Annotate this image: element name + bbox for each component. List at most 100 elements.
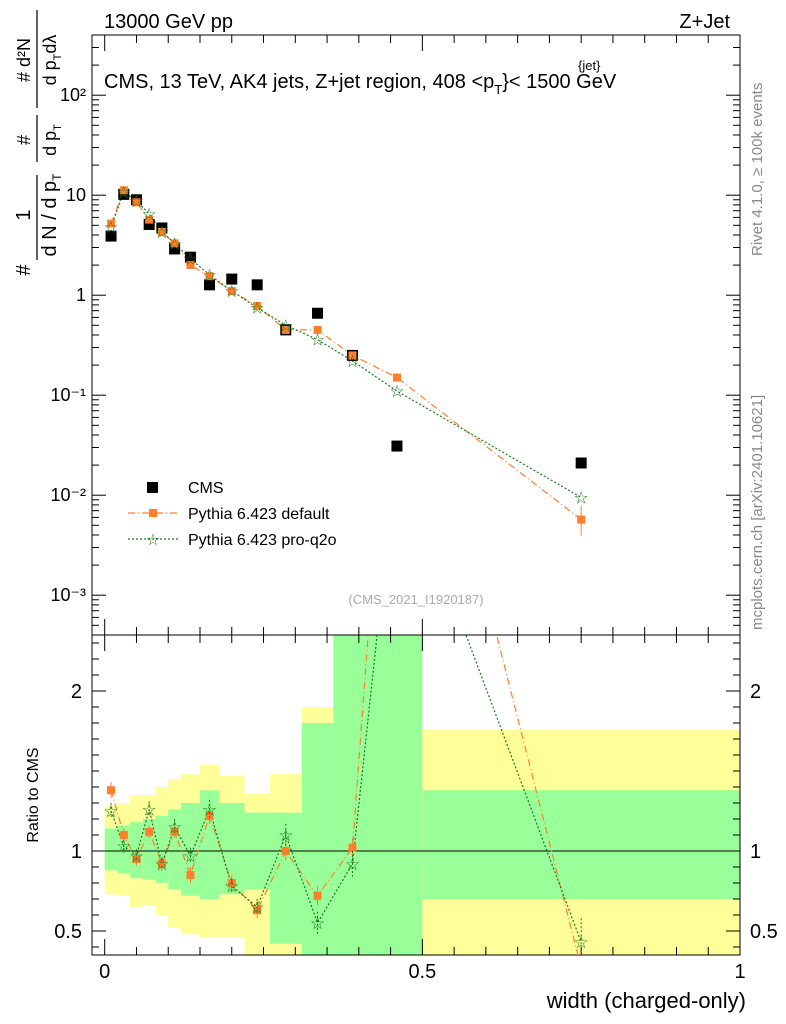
ylabel-mid-den: d pT <box>40 124 64 156</box>
side-rivet-label: Rivet 4.1.0, ≥ 100k events <box>749 83 766 256</box>
ratio-proq2o-point: ☆ <box>345 855 360 874</box>
proq2o-point: ☆ <box>389 382 404 401</box>
main-axis-ticks: 10⁻³ 10⁻² 10⁻¹ 1 10 10² <box>50 34 741 636</box>
ratio-axis-ticks: 0 0.5 10.5 0.51 12 2 <box>54 635 778 983</box>
ylabel-top-den-b: dλ <box>40 35 60 54</box>
proq2o-point: ☆ <box>278 316 293 335</box>
ratio-uncertainty-bands <box>104 635 740 955</box>
main-ytick-label: 1 <box>76 285 86 305</box>
analysis-id: (CMS_2021_I1920187) <box>348 592 483 607</box>
ratio-proq2o-point: ☆ <box>154 855 169 874</box>
default-point <box>253 301 262 310</box>
header-left-label: 13000 GeV pp <box>104 11 233 33</box>
ylabel-hash: # <box>13 264 35 276</box>
proq2o-point: ☆ <box>345 352 360 371</box>
proq2o-point: ☆ <box>167 234 182 253</box>
default-point <box>157 227 166 236</box>
cms-point <box>143 218 155 230</box>
cms-point <box>105 230 117 242</box>
legend-proq2o-label: Pythia 6.423 pro-q2o <box>188 532 337 549</box>
ratio-default-point <box>313 891 322 900</box>
ratio-ytick-label-right: 1 <box>750 841 761 863</box>
ratio-xtick-label: 0 <box>99 961 110 983</box>
ratio-default-point <box>348 843 357 852</box>
main-ytick-label: 10⁻¹ <box>50 385 86 405</box>
ratio-proq2o-point: ☆ <box>116 837 131 856</box>
ratio-default-point <box>119 831 128 839</box>
ratio-proq2o-line <box>110 635 582 943</box>
ratio-band-inner <box>371 635 423 955</box>
ylabel-top-den-T: T <box>52 53 64 60</box>
cms-point <box>169 243 181 255</box>
main-series-layer: ☆☆☆☆☆☆☆☆☆☆☆☆☆☆☆ <box>103 183 589 536</box>
ratio-default-point <box>186 871 195 879</box>
legend-proq2o-marker: ☆ <box>146 532 160 549</box>
legend-cms-marker <box>147 482 158 493</box>
ratio-ytick-label-left: 2 <box>71 681 82 703</box>
ylabel-top-den-a: d p <box>40 60 60 85</box>
ratio-band-inner <box>422 790 740 899</box>
proq2o-point: ☆ <box>310 331 325 350</box>
ratio-ytick-label-left: 1 <box>71 841 82 863</box>
proq2o-point: ☆ <box>116 183 131 202</box>
default-point <box>170 239 179 248</box>
cms-point <box>575 457 587 469</box>
ratio-default-point <box>253 906 262 915</box>
legend-default-label: Pythia 6.423 default <box>188 506 330 523</box>
xlabel: width (charged-only) <box>546 988 746 1013</box>
plot-title-sub: T <box>494 82 502 97</box>
ylabel-den-T: T <box>50 173 64 181</box>
default-point <box>145 215 154 224</box>
ratio-ytick-label-left: 0.5 <box>54 921 82 943</box>
ylabel-mid-den-T: T <box>52 124 64 131</box>
proq2o-point: ☆ <box>154 223 169 242</box>
proq2o-point: ☆ <box>250 299 265 318</box>
cms-point <box>118 188 130 200</box>
proq2o-point: ☆ <box>202 266 217 285</box>
cms-point <box>184 251 196 263</box>
ylabel-den-main: d N / d p <box>39 181 61 257</box>
ratio-default-point <box>157 859 166 868</box>
ratio-ytick-label-right: 0.5 <box>750 921 778 943</box>
ylabel-top-hash: # <box>14 67 34 82</box>
default-point <box>392 373 401 382</box>
ratio-proq2o-point: ☆ <box>278 826 293 845</box>
cms-point <box>204 279 216 291</box>
ratio-default-point <box>145 827 154 836</box>
legend: CMS Pythia 6.423 default ☆ Pythia 6.423 … <box>128 480 337 549</box>
default-point <box>186 261 195 270</box>
legend-cms-label: CMS <box>188 480 224 497</box>
ratio-proq2o-point: ☆ <box>224 877 239 896</box>
default-point <box>205 272 214 281</box>
cms-point <box>251 279 263 291</box>
ylabel-top-d2n: d²N <box>14 38 34 67</box>
ratio-proq2o-point: ☆ <box>167 818 182 837</box>
proq2o-point: ☆ <box>574 488 589 507</box>
default-point <box>107 219 116 228</box>
plot-title-sup: {jet} <box>578 58 601 73</box>
ratio-plot-frame <box>91 634 741 956</box>
ylabel-one: 1 <box>13 209 35 220</box>
ratio-band-inner <box>104 828 118 871</box>
header-right-label: Z+Jet <box>679 11 730 33</box>
proq2o-point: ☆ <box>129 192 144 211</box>
plot-title: CMS, 13 TeV, AK4 jets, Z+jet region, 408… <box>104 71 617 97</box>
plot-title-main: CMS, 13 TeV, AK4 jets, Z+jet region, 408… <box>104 71 494 93</box>
default-point <box>313 325 322 334</box>
ratio-proq2o-point: ☆ <box>183 847 198 866</box>
ratio-band-inner <box>333 635 372 955</box>
ratio-proq2o-point: ☆ <box>250 898 265 917</box>
main-ytick-label: 10² <box>60 85 86 105</box>
ratio-default-point <box>281 847 290 855</box>
default-point <box>348 351 357 360</box>
ratio-ylabel: Ratio to CMS <box>25 747 42 842</box>
ylabel-mid-num: # <box>14 135 34 145</box>
proq2o-point: ☆ <box>103 218 118 237</box>
cms-point <box>312 307 324 319</box>
cms-point <box>391 440 403 452</box>
ratio-xtick-label: 1 <box>734 961 745 983</box>
cms-point <box>226 273 238 285</box>
ratio-default-point <box>107 786 116 795</box>
legend-default-marker <box>149 509 157 517</box>
